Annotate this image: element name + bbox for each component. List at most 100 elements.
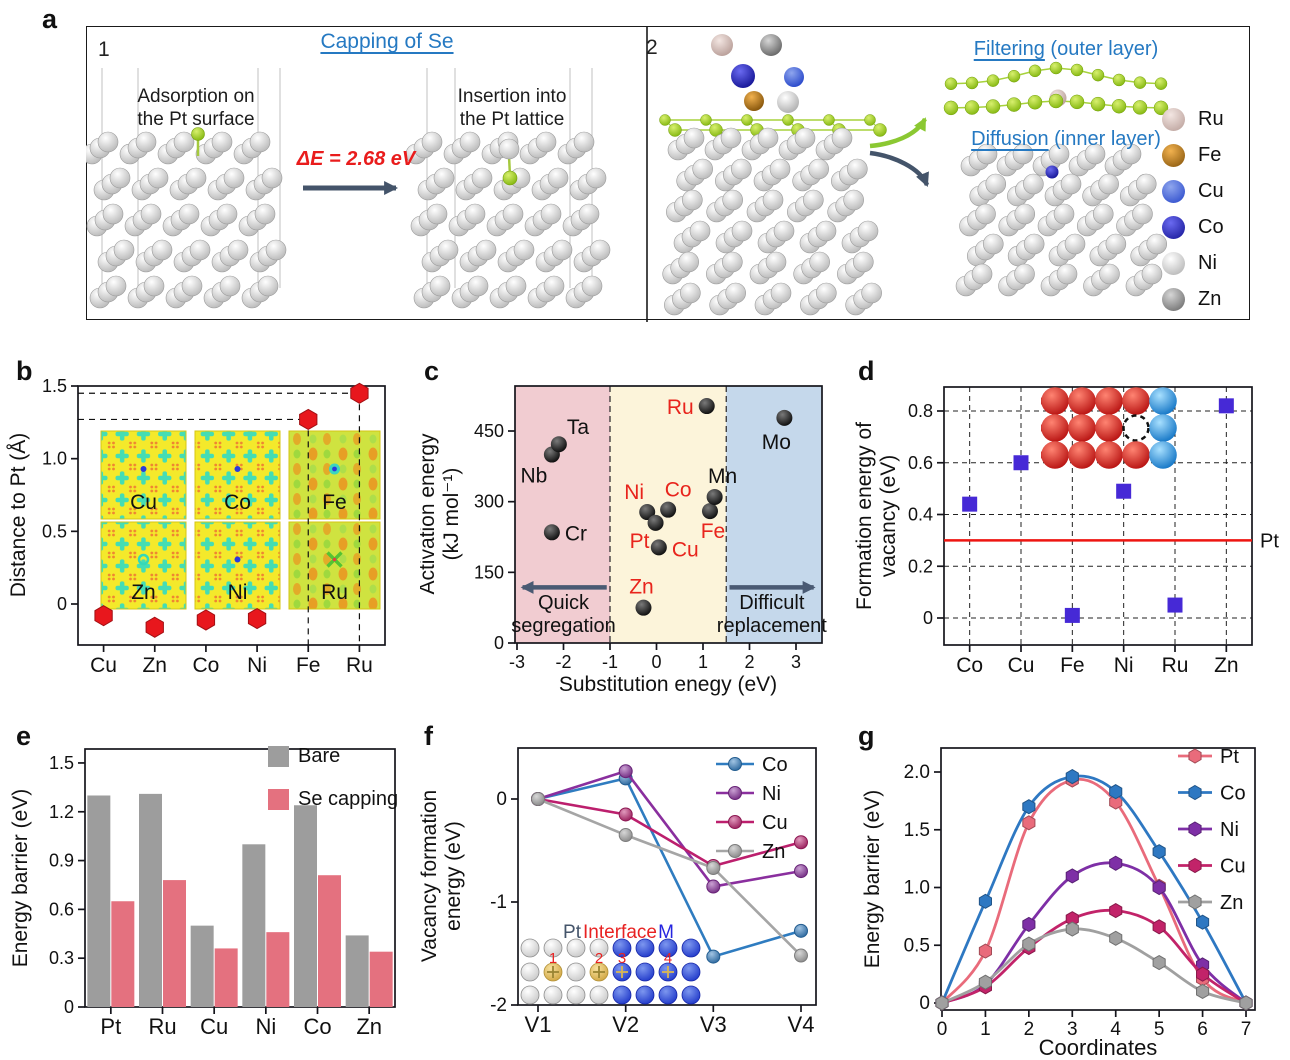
svg-text:0.4: 0.4	[908, 505, 933, 525]
svg-text:Se capping: Se capping	[298, 788, 398, 810]
svg-text:6: 6	[1197, 1019, 1208, 1040]
svg-text:Zn: Zn	[1220, 892, 1243, 914]
svg-text:1: 1	[980, 1019, 991, 1040]
svg-text:Ni: Ni	[1220, 819, 1239, 841]
svg-text:0.6: 0.6	[49, 899, 74, 919]
svg-text:3: 3	[618, 950, 626, 967]
insertion-caption: Insertion into the Pt lattice	[457, 86, 567, 130]
svg-text:1.5: 1.5	[42, 376, 67, 396]
element-point-cu	[650, 539, 667, 556]
element-point-zn	[635, 599, 652, 616]
ru-atom	[711, 34, 733, 56]
panel-label-g: g	[858, 721, 875, 751]
svg-text:Energy barrier (eV): Energy barrier (eV)	[861, 790, 884, 969]
svg-text:Vacancy formation: Vacancy formation	[420, 790, 441, 962]
secapping-bar-ni	[266, 932, 290, 1007]
svg-text:1.5: 1.5	[904, 820, 930, 841]
svg-text:0.5: 0.5	[42, 521, 67, 541]
element-point-mo	[776, 409, 793, 426]
svg-text:Ru: Ru	[148, 1014, 176, 1039]
svg-text:segregation: segregation	[511, 615, 616, 637]
svg-text:-1: -1	[602, 652, 618, 672]
secapping-bar-co	[318, 875, 341, 1007]
charge-map-co: Co	[194, 430, 281, 520]
svg-text:Cu: Cu	[130, 491, 157, 514]
svg-text:1.5: 1.5	[49, 753, 74, 773]
capping-title: Capping of Se	[320, 30, 454, 53]
svg-text:Pt: Pt	[1260, 530, 1279, 552]
svg-text:3: 3	[791, 652, 801, 672]
ni-sphere-icon	[1162, 252, 1185, 275]
data-point-ru	[1167, 597, 1183, 613]
bare-bar-pt	[87, 795, 111, 1007]
svg-text:Mo: Mo	[762, 431, 791, 454]
lattice-diffusion	[955, 143, 1168, 297]
bare-bar-cu	[190, 925, 214, 1007]
chart-energy-barrier-bars: 0 0.3 0.6 0.9 1.2 1.5 Pt Ru Cu Ni Co Zn Bare Se cappi…	[9, 745, 398, 1039]
svg-text:Ru: Ru	[1162, 654, 1189, 677]
svg-text:2: 2	[595, 950, 603, 967]
element-point-ta	[550, 436, 567, 453]
svg-text:Co: Co	[956, 654, 983, 677]
svg-text:Fe: Fe	[1060, 654, 1085, 677]
step-1-number: 1	[98, 38, 110, 61]
data-point-ni	[247, 607, 267, 630]
secapping-bar-pt	[111, 901, 135, 1007]
svg-text:1: 1	[698, 652, 708, 672]
series-line-ni	[537, 769, 802, 888]
svg-text:1: 1	[549, 950, 557, 967]
svg-text:Mn: Mn	[708, 465, 737, 488]
svg-text:300: 300	[474, 492, 504, 512]
charge-map-ni: Ni	[194, 521, 281, 610]
series-line-co	[537, 776, 802, 959]
svg-text:V1: V1	[525, 1012, 552, 1037]
svg-text:Pt: Pt	[563, 922, 582, 943]
panel-label-c: c	[424, 356, 440, 386]
series-line-cu	[537, 797, 802, 868]
svg-text:Cu: Cu	[200, 1014, 228, 1039]
svg-text:0.6: 0.6	[908, 453, 933, 473]
svg-text:Zn: Zn	[1214, 654, 1239, 677]
svg-text:Coordinates: Coordinates	[1039, 1035, 1158, 1060]
fe-sphere-icon	[1162, 144, 1185, 167]
svg-text:V4: V4	[788, 1012, 815, 1037]
svg-text:-1: -1	[490, 892, 507, 913]
svg-text:Pt: Pt	[1220, 746, 1239, 768]
svg-text:Distance to Pt (Å): Distance to Pt (Å)	[7, 433, 30, 598]
co-sphere-icon	[1162, 216, 1185, 239]
secapping-bar-zn	[369, 951, 393, 1007]
panel-a-border	[86, 26, 1250, 320]
svg-text:Fe: Fe	[701, 520, 726, 543]
svg-text:0: 0	[651, 652, 661, 672]
svg-text:0.8: 0.8	[908, 401, 933, 421]
vacancy-sites-inset: Pt Interface M 1 2 3 4	[520, 922, 701, 1005]
svg-text:Co: Co	[1220, 783, 1246, 805]
svg-text:4: 4	[664, 950, 672, 967]
legend-swatch-bare	[268, 746, 289, 767]
secapping-bar-cu	[214, 948, 238, 1007]
secapping-bar-ru	[163, 880, 186, 1007]
svg-text:0: 0	[64, 997, 74, 1017]
diffusion-label: Diffusion (inner layer)	[946, 128, 1186, 151]
vacancy-model-inset	[1041, 387, 1177, 469]
svg-text:V3: V3	[700, 1012, 727, 1037]
svg-text:7: 7	[1241, 1019, 1252, 1040]
svg-text:450: 450	[474, 421, 504, 441]
lattice-insertion	[405, 131, 611, 309]
svg-text:Co: Co	[224, 491, 251, 514]
svg-text:Fe: Fe	[322, 491, 347, 514]
svg-text:0: 0	[57, 594, 67, 614]
svg-text:0: 0	[923, 608, 933, 628]
svg-text:V2: V2	[612, 1012, 639, 1037]
svg-text:energy (eV): energy (eV)	[442, 821, 465, 931]
data-point-ni	[1116, 483, 1132, 499]
svg-text:Ni: Ni	[228, 581, 248, 604]
svg-text:Co: Co	[303, 1014, 331, 1039]
co-atom	[731, 64, 755, 88]
svg-text:Nb: Nb	[520, 465, 547, 488]
zn-sphere-icon	[1162, 288, 1185, 311]
svg-text:Cr: Cr	[565, 522, 587, 545]
chart-vacancy-formation-energy: 0 0.2 0.4 0.6 0.8 Co Cu Fe Ni Ru Zn Pt Formation ene…	[855, 386, 1279, 677]
svg-text:Ni: Ni	[762, 783, 781, 805]
